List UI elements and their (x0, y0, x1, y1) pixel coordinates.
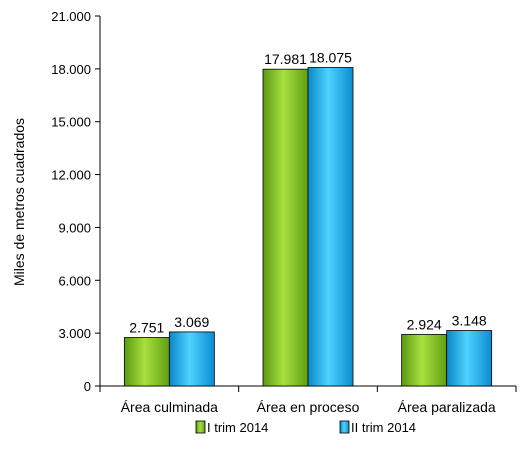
data-label: 3.069 (174, 314, 209, 330)
x-tick-label: Área en proceso (257, 399, 360, 415)
legend-swatch (195, 420, 206, 434)
y-tick-label: 9.000 (58, 220, 91, 235)
bar (123, 337, 170, 387)
data-label: 18.075 (309, 50, 352, 66)
bar (401, 334, 448, 387)
y-tick-label: 18.000 (51, 62, 91, 77)
bar (307, 67, 354, 387)
bar (262, 68, 309, 387)
x-tick-label: Área culminada (121, 399, 218, 415)
bar (446, 330, 493, 387)
y-tick-label: 15.000 (51, 115, 91, 130)
legend: I trim 2014 II trim 2014 (195, 420, 416, 435)
y-tick-label: 12.000 (51, 168, 91, 183)
bar (168, 331, 215, 387)
bars: 2.751 17.981 2.924 3.069 18.075 3.148 (123, 50, 493, 387)
y-axis-label: Miles de metros cuadrados (11, 118, 27, 286)
y-tick-label: 3.000 (58, 326, 91, 341)
legend-swatch (339, 420, 350, 434)
legend-label: II trim 2014 (351, 420, 416, 435)
data-label: 3.148 (452, 313, 487, 329)
x-tick-label: Área paralizada (398, 399, 496, 415)
data-label: 2.924 (407, 316, 442, 332)
legend-label: I trim 2014 (207, 420, 268, 435)
y-tick-label: 21.000 (51, 9, 91, 24)
data-label: 2.751 (129, 320, 164, 336)
axes: 0 3.000 6.000 9.000 12.000 15.000 18.000 21.000… (51, 9, 517, 415)
y-tick-label: 6.000 (58, 273, 91, 288)
y-tick-label: 0 (84, 379, 91, 394)
data-label: 17.981 (264, 51, 307, 67)
